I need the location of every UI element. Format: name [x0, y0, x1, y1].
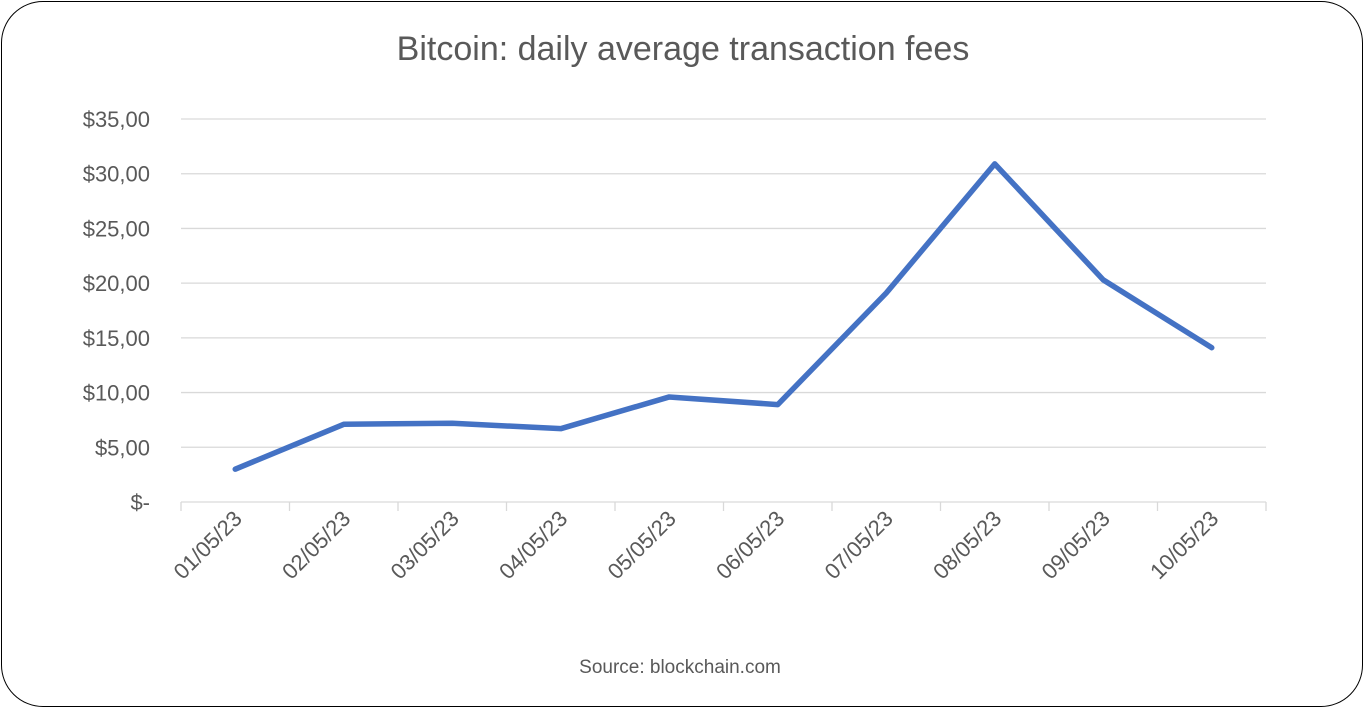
x-tick-label: 01/05/23: [169, 506, 247, 584]
x-tick-label: 04/05/23: [494, 506, 572, 584]
x-tick-label: 10/05/23: [1145, 506, 1223, 584]
y-tick-label: $20,00: [83, 271, 150, 296]
x-tick-label: 09/05/23: [1037, 506, 1115, 584]
series-line: [232, 161, 1215, 472]
y-tick-label: $30,00: [83, 162, 150, 187]
x-tick-label: 03/05/23: [386, 506, 464, 584]
source-note: Source: blockchain.com: [579, 657, 781, 678]
y-tick-label: $35,00: [83, 107, 150, 132]
x-tick-label: 08/05/23: [928, 506, 1006, 584]
x-tick-label: 05/05/23: [603, 506, 681, 584]
y-tick-label: $15,00: [83, 326, 150, 351]
y-tick-label: $5,00: [95, 435, 150, 460]
x-tick-label: 07/05/23: [820, 506, 898, 584]
x-tick-label: 02/05/23: [277, 506, 355, 584]
chart-title: Bitcoin: daily average transaction fees: [397, 30, 970, 68]
y-tick-label: $10,00: [83, 381, 150, 406]
x-tick-label: 06/05/23: [711, 506, 789, 584]
y-tick-label: $-: [130, 490, 150, 515]
y-tick-label: $25,00: [83, 216, 150, 241]
